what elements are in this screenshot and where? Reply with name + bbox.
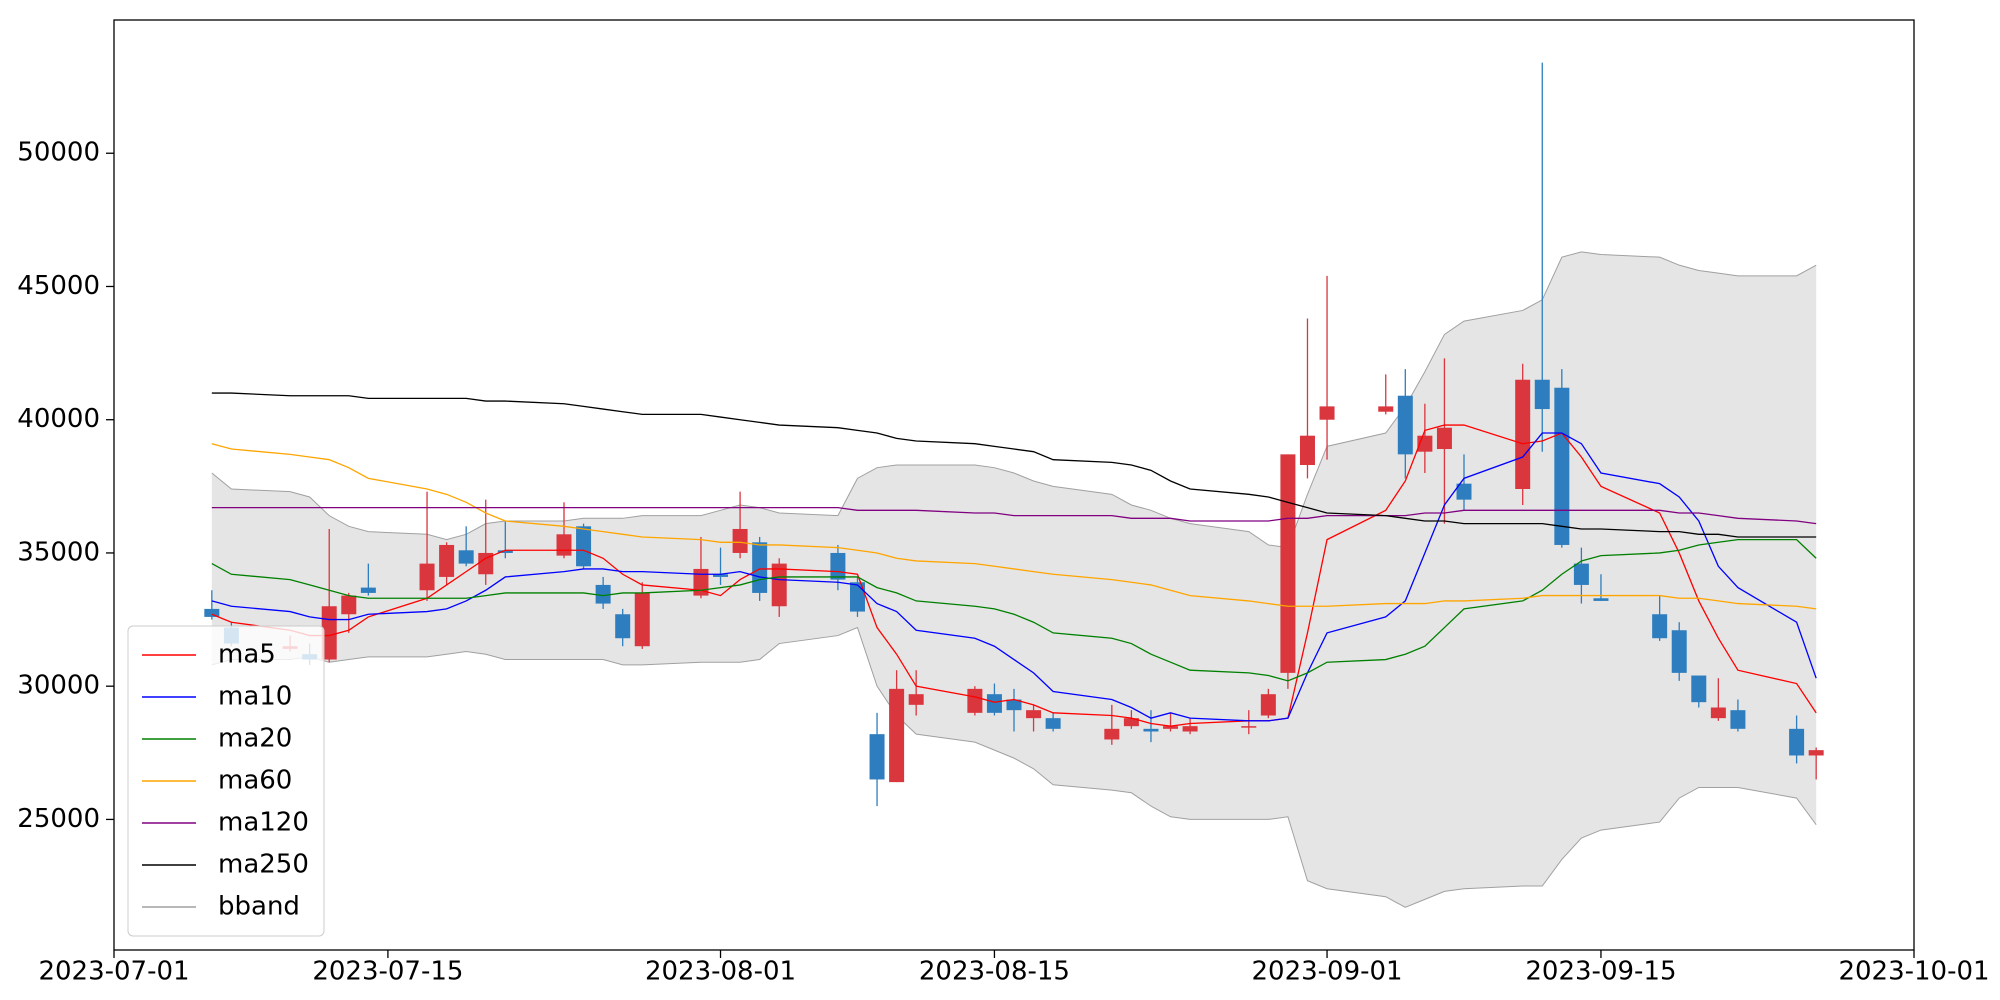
ma-line xyxy=(211,424,1817,727)
candle-body xyxy=(1104,728,1120,740)
candle-body xyxy=(576,526,592,567)
candle-body xyxy=(1515,379,1531,489)
candle-body xyxy=(419,563,435,591)
candle-body xyxy=(908,694,924,705)
candle-body xyxy=(595,584,611,604)
ma-line xyxy=(211,443,1817,610)
candle-body xyxy=(1397,395,1413,455)
candle-body xyxy=(439,544,455,577)
legend-box xyxy=(127,625,325,937)
candle-body xyxy=(615,614,631,639)
legend-label: ma20 xyxy=(218,724,292,754)
candle-body xyxy=(1808,750,1824,756)
candle-body xyxy=(1280,454,1296,673)
candle-body xyxy=(1026,710,1042,719)
y-tick-label: 50000 xyxy=(17,138,100,168)
candle-body xyxy=(830,552,846,580)
candle-body xyxy=(1671,630,1687,673)
candle-body xyxy=(889,688,905,783)
candle-body xyxy=(341,595,357,615)
candle-body xyxy=(1573,563,1589,585)
candle-body xyxy=(732,528,748,553)
candle-body xyxy=(1436,427,1452,450)
y-tick-label: 45000 xyxy=(17,271,100,301)
ma-line xyxy=(211,507,1817,525)
candle-body xyxy=(967,688,983,713)
x-tick-label: 2023-09-15 xyxy=(1525,957,1676,987)
candle-body xyxy=(1123,718,1139,727)
ma-line xyxy=(211,538,1817,682)
candle-body xyxy=(1378,406,1394,412)
candle-body xyxy=(771,563,787,607)
candle-body xyxy=(1789,728,1805,756)
candle-body xyxy=(1730,710,1746,729)
candle-body xyxy=(1710,707,1726,719)
bband-fill xyxy=(211,251,1817,908)
candle-body xyxy=(1691,675,1707,703)
y-tick-label: 35000 xyxy=(17,537,100,567)
candle-body xyxy=(849,582,865,612)
plot-frame xyxy=(113,19,1915,951)
x-tick-label: 2023-08-15 xyxy=(919,957,1070,987)
ma-line xyxy=(211,392,1817,538)
candle-body xyxy=(1554,387,1570,545)
legend-label: ma60 xyxy=(218,766,292,796)
y-tick-label: 40000 xyxy=(17,404,100,434)
x-tick-label: 2023-08-01 xyxy=(645,957,796,987)
x-tick-label: 2023-09-01 xyxy=(1251,957,1402,987)
candle-body xyxy=(1319,406,1335,420)
x-tick-label: 2023-07-01 xyxy=(38,957,189,987)
candle-body xyxy=(1045,718,1061,729)
candle-body xyxy=(634,592,650,647)
candle-body xyxy=(693,568,709,596)
candle-body xyxy=(986,694,1002,713)
legend-label: bband xyxy=(218,892,300,922)
candle-body xyxy=(1182,726,1198,732)
y-tick-label: 25000 xyxy=(17,804,100,834)
candle-body xyxy=(1241,726,1257,728)
bband-lower xyxy=(211,626,1817,908)
candle-body xyxy=(752,542,768,593)
candle-body xyxy=(1163,726,1179,729)
y-tick-label: 30000 xyxy=(17,671,100,701)
legend-label: ma10 xyxy=(218,682,292,712)
legend-label: ma120 xyxy=(218,808,309,838)
candle-body xyxy=(1260,694,1276,716)
candle-body xyxy=(458,550,474,564)
candle-body xyxy=(360,587,376,593)
candle-body xyxy=(497,550,513,553)
candle-body xyxy=(1593,598,1609,601)
bband-upper xyxy=(211,251,1817,549)
ma-line xyxy=(211,432,1817,722)
legend-label: ma5 xyxy=(218,640,276,670)
candle-body xyxy=(556,534,572,556)
candle-body xyxy=(1534,379,1550,410)
candle-body xyxy=(478,552,494,575)
legend-label: ma250 xyxy=(218,850,309,880)
candle-body xyxy=(1652,614,1668,639)
x-tick-label: 2023-07-15 xyxy=(312,957,463,987)
legend: ma5 ma10 ma20 ma60 ma120 ma250 bband xyxy=(127,625,325,937)
candle-body xyxy=(869,734,885,780)
candle-body xyxy=(1456,483,1472,500)
candle-body xyxy=(1299,435,1315,466)
candle-body xyxy=(204,608,220,617)
candle-body xyxy=(1006,699,1022,711)
candle-body xyxy=(713,574,729,577)
x-tick-label: 2023-10-01 xyxy=(1838,957,1989,987)
candle-body xyxy=(1143,728,1159,732)
